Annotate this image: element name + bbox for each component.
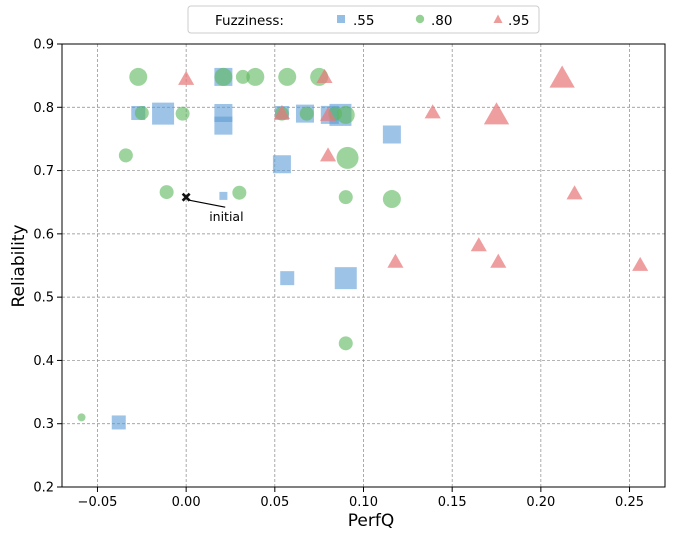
legend-title: Fuzziness: <box>215 13 284 29</box>
circle-point <box>278 67 297 86</box>
legend-label-080: .80 <box>431 13 452 29</box>
annotation: initial <box>181 192 244 224</box>
circle-point <box>175 106 190 121</box>
triangle-point <box>319 106 337 121</box>
y-tick-label: 0.2 <box>33 481 54 496</box>
triangle-point <box>273 104 290 120</box>
y-tick-label: 0.5 <box>33 291 54 306</box>
x-tick-label: 0.05 <box>260 495 289 510</box>
initial-annotation-label: initial <box>209 209 243 224</box>
y-tick-label: 0.6 <box>33 227 54 242</box>
legend-label-055: .55 <box>353 13 374 29</box>
circle-point <box>338 336 353 351</box>
legend-triangle-marker <box>493 14 503 23</box>
square-point <box>111 415 126 430</box>
x-tick-label: −0.05 <box>78 495 118 510</box>
square-point <box>152 102 175 125</box>
circle-point <box>235 69 250 84</box>
square-point <box>280 271 295 286</box>
initial-x-stroke <box>181 192 191 202</box>
triangle-point <box>387 253 404 268</box>
triangle-point <box>490 253 507 268</box>
circle-point <box>214 67 233 86</box>
x-tick-label: 0.00 <box>172 495 201 510</box>
initial-annotation-arrow <box>189 199 226 208</box>
y-tick-label: 0.7 <box>33 164 54 179</box>
circle-point <box>336 105 355 124</box>
square-point <box>214 116 233 135</box>
x-tick-label: 0.20 <box>526 495 555 510</box>
y-tick-label: 0.8 <box>33 101 54 116</box>
triangle-point <box>549 65 575 88</box>
triangle-point <box>178 70 195 85</box>
x-tick-label: 0.25 <box>615 495 644 510</box>
legend-square-marker <box>337 15 345 23</box>
legend-box <box>187 5 540 34</box>
circle-point <box>336 146 359 169</box>
triangle-point <box>566 185 583 200</box>
triangle-point <box>470 237 487 252</box>
y-tick-label: 0.4 <box>33 354 54 369</box>
initial-x-marker <box>181 192 191 202</box>
data-points <box>77 65 649 430</box>
legend-circle-marker <box>415 14 425 24</box>
square-point <box>334 267 357 290</box>
triangle-point <box>424 104 441 119</box>
legend-label-095: .95 <box>508 13 529 29</box>
y-axis-label: Reliability <box>9 224 29 307</box>
legend: Fuzziness: .55 .80 .95 <box>187 5 540 34</box>
triangle-point <box>632 256 649 271</box>
circle-point <box>382 190 401 209</box>
y-axis-ticks: 0.2 0.3 0.4 0.5 0.6 0.7 0.8 0.9 <box>33 38 62 496</box>
circle-point <box>246 67 265 86</box>
circle-point <box>129 67 148 86</box>
triangle-point <box>483 102 510 125</box>
x-axis-ticks: −0.05 0.00 0.05 0.10 0.15 0.20 0.25 <box>78 487 644 510</box>
y-tick-label: 0.3 <box>33 417 54 432</box>
square-point <box>382 125 401 144</box>
y-tick-label: 0.9 <box>33 38 54 53</box>
circle-point <box>118 148 133 163</box>
circle-point <box>134 105 149 120</box>
circle-point <box>232 185 247 200</box>
x-axis-label: PerfQ <box>348 511 394 531</box>
x-tick-label: 0.10 <box>349 495 378 510</box>
triangle-point <box>319 147 337 162</box>
circle-point <box>77 413 86 422</box>
x-tick-label: 0.15 <box>438 495 467 510</box>
circle-point <box>299 106 314 121</box>
triangle-point <box>316 68 333 83</box>
circle-point <box>338 190 353 205</box>
square-point <box>219 191 228 200</box>
square-point <box>272 155 291 174</box>
circle-point <box>159 185 174 200</box>
